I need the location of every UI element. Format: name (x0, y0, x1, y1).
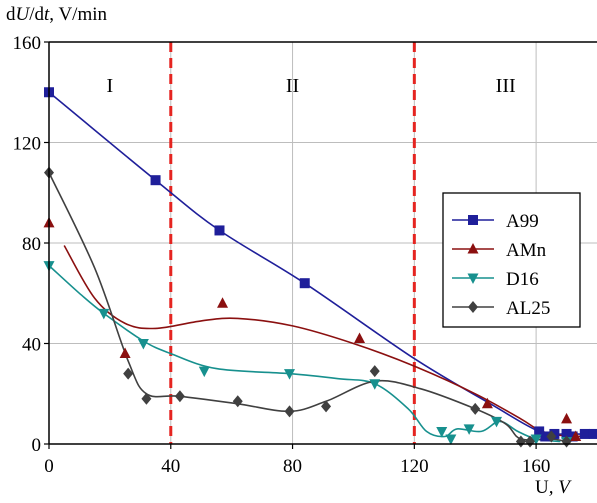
point-a99-5 (540, 431, 551, 442)
point-amn-5 (561, 412, 573, 424)
series-line-al25 (48, 172, 567, 443)
data-markers (43, 87, 597, 448)
point-d16-9 (491, 416, 503, 428)
legend-label-amn: AMn (506, 240, 547, 261)
point-a99-4 (534, 426, 545, 437)
point-amn-2 (217, 297, 229, 308)
point-a99-10 (588, 428, 597, 439)
legend-marker-a99 (468, 215, 478, 225)
point-al25-1 (123, 367, 134, 380)
point-d16-6 (436, 426, 448, 438)
point-a99-1 (150, 175, 161, 186)
legend-label-d16: D16 (506, 269, 539, 290)
point-d16-1 (98, 308, 110, 320)
region-labels: I II III (107, 75, 516, 97)
point-amn-3 (354, 332, 366, 343)
point-amn-1 (119, 347, 131, 359)
point-amn-6 (570, 430, 582, 441)
region-label-II: II (286, 75, 299, 97)
tick-labels: 0 40 80 120 160 0 40 80 120 160 (13, 33, 551, 477)
point-d16-8 (463, 424, 475, 435)
point-amn-4 (481, 397, 493, 409)
legend-marker-al25 (468, 301, 478, 313)
point-d16-7 (445, 434, 457, 445)
y-tick-label-120: 120 (13, 134, 42, 155)
point-d16-2 (137, 339, 149, 350)
point-al25-2 (141, 392, 152, 405)
region-label-III: III (496, 75, 516, 97)
point-al25-7 (369, 365, 380, 378)
y-tick-label-0: 0 (32, 435, 42, 456)
legend-label-al25: AL25 (506, 298, 550, 319)
x-axis-label: U, V (535, 477, 572, 498)
y-tick-label-160: 160 (13, 33, 42, 54)
point-d16-5 (369, 379, 381, 390)
legend-marker-amn (467, 243, 479, 254)
point-a99-6 (549, 428, 560, 439)
x-tick-label-160: 160 (522, 456, 551, 477)
legend-box (442, 192, 581, 328)
region-label-I: I (107, 75, 114, 97)
point-a99-2 (214, 225, 225, 236)
y-axis-label: dU/dt, V/min (6, 4, 108, 25)
point-al25-4 (232, 395, 243, 408)
x-tick-label-120: 120 (400, 456, 429, 477)
point-al25-8 (470, 402, 481, 415)
point-d16-10 (530, 434, 542, 445)
point-al25-11 (546, 430, 557, 443)
point-a99-3 (299, 278, 310, 289)
point-d16-3 (198, 366, 210, 378)
y-tick-label-80: 80 (22, 234, 41, 255)
x-tick-label-0: 0 (44, 456, 54, 477)
legend-marker-d16 (467, 273, 479, 284)
legend: A99 AMn D16 AL25 (442, 192, 581, 328)
x-tick-label-40: 40 (161, 456, 180, 477)
x-tick-label-80: 80 (283, 456, 302, 477)
point-al25-5 (284, 405, 295, 418)
region-boundaries (169, 42, 416, 444)
point-d16-4 (284, 369, 296, 380)
y-tick-label-40: 40 (22, 335, 41, 356)
point-a99-9 (579, 428, 590, 439)
point-a99-7 (561, 428, 572, 439)
legend-label-a99: A99 (506, 211, 539, 232)
point-al25-3 (174, 390, 185, 403)
point-al25-6 (321, 400, 332, 413)
